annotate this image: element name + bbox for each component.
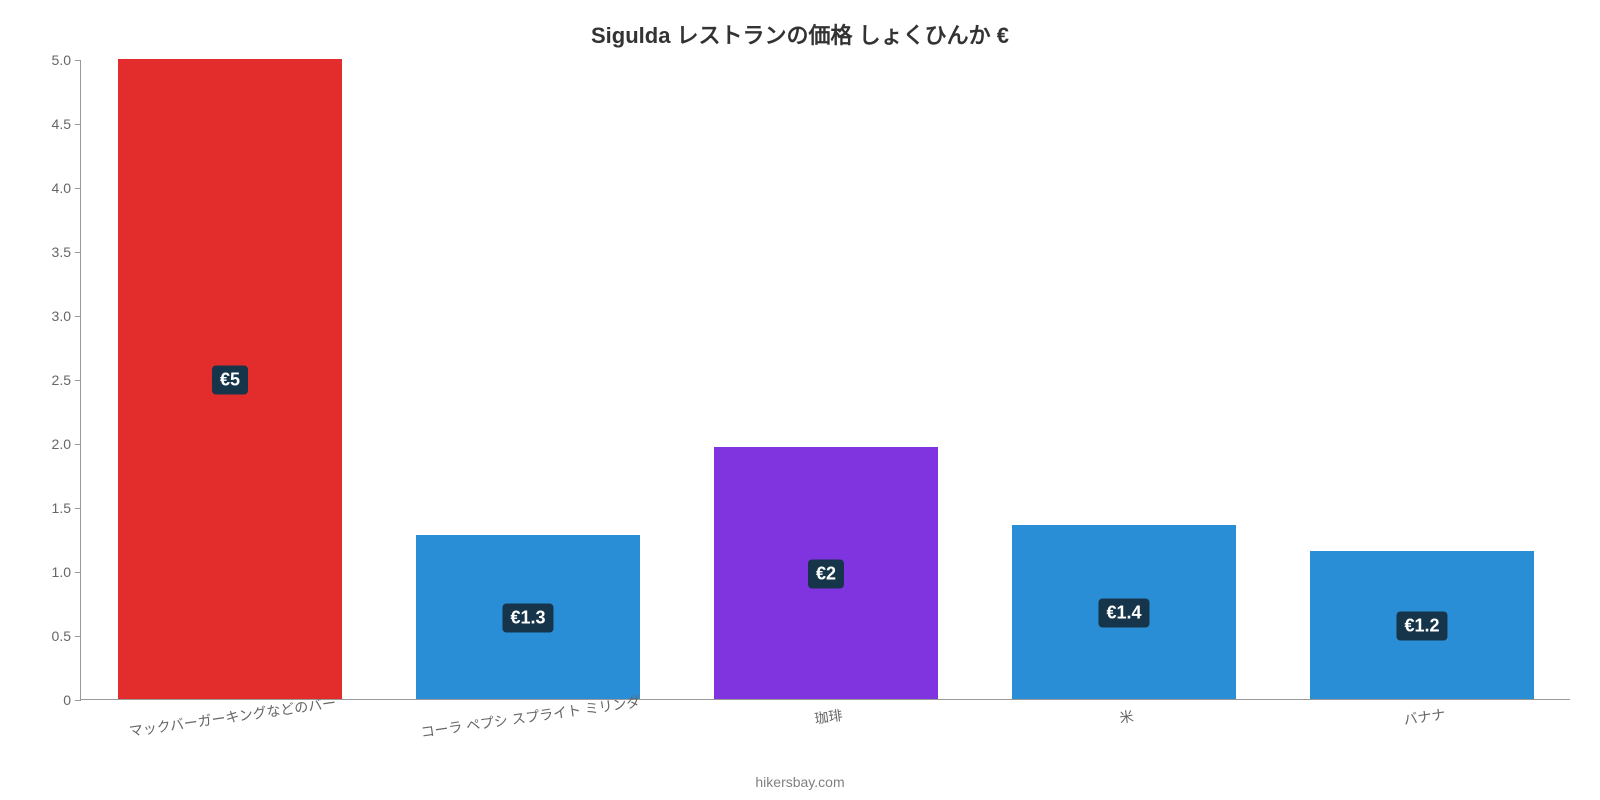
bar-value-label: €1.2 (1396, 611, 1447, 640)
y-tick-mark (75, 188, 81, 189)
plot-area: 00.51.01.52.02.53.03.54.04.55.0€5マックバーガー… (80, 60, 1570, 700)
bar-value-label: €1.3 (502, 604, 553, 633)
chart-title: Sigulda レストランの価格 しょくひんか € (0, 18, 1600, 50)
bar-value-label: €1.4 (1098, 598, 1149, 627)
y-tick-mark (75, 700, 81, 701)
x-tick-label: バナナ (1401, 696, 1446, 730)
y-tick-mark (75, 572, 81, 573)
y-tick-mark (75, 636, 81, 637)
y-tick-mark (75, 316, 81, 317)
chart-credit: hikersbay.com (0, 774, 1600, 790)
y-tick-mark (75, 380, 81, 381)
y-tick-mark (75, 444, 81, 445)
chart-container: Sigulda レストランの価格 しょくひんか € 00.51.01.52.02… (0, 0, 1600, 800)
y-tick-mark (75, 508, 81, 509)
y-tick-mark (75, 124, 81, 125)
y-tick-mark (75, 252, 81, 253)
x-tick-label: 珈琲 (812, 697, 844, 729)
bar-value-label: €2 (808, 559, 844, 588)
y-tick-mark (75, 60, 81, 61)
x-tick-label: 米 (1117, 698, 1135, 728)
bar-value-label: €5 (212, 366, 248, 395)
